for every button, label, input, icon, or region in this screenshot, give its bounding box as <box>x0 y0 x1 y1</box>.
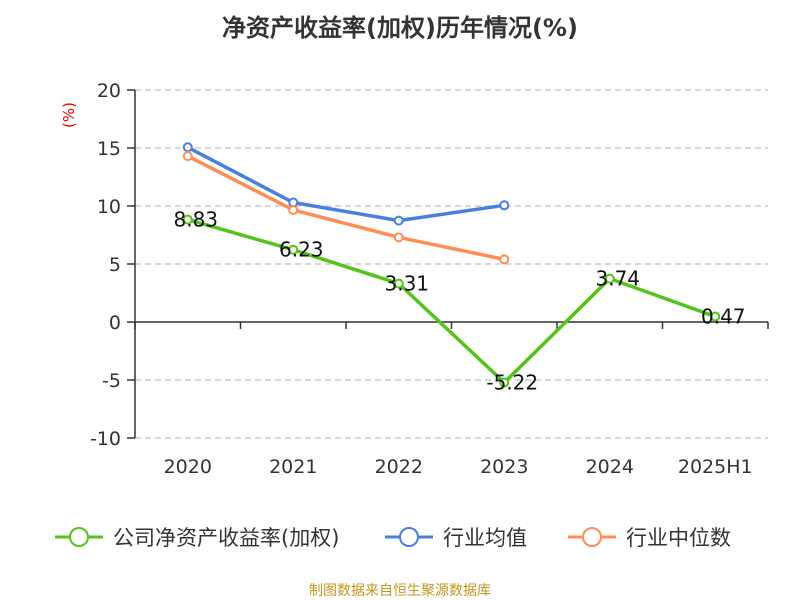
y-tick-label: 20 <box>97 80 121 102</box>
data-label: 8.83 <box>173 208 218 232</box>
legend-marker <box>399 527 419 547</box>
data-point <box>182 214 193 225</box>
data-label: 3.31 <box>384 272 429 296</box>
data-point <box>393 278 404 289</box>
y-tick-label: 10 <box>97 196 121 218</box>
series-line-2 <box>186 154 505 262</box>
source-note: 制图数据来自恒生聚源数据库 <box>309 583 491 599</box>
y-tick-label: 15 <box>97 138 121 160</box>
data-label: 3.74 <box>595 267 640 291</box>
y-tick-label: -10 <box>90 428 121 450</box>
data-point <box>182 151 193 162</box>
x-tick-label: 2024 <box>586 456 634 478</box>
legend-label: 行业中位数 <box>626 526 731 550</box>
data-label: 6.23 <box>279 238 324 262</box>
chart-title: 净资产收益率(加权)历年情况(%) <box>222 14 578 42</box>
legend-marker <box>582 527 602 547</box>
series-line-0 <box>187 217 716 385</box>
x-tick-label: 2020 <box>164 456 212 478</box>
x-tick-label: 2023 <box>480 456 528 478</box>
data-point <box>393 215 404 226</box>
data-label: -5.22 <box>486 371 538 395</box>
series-line-1 <box>186 145 505 223</box>
data-point <box>182 142 193 153</box>
legend-label: 公司净资产收益率(加权) <box>113 526 339 550</box>
data-point <box>288 204 299 215</box>
legend-label: 行业均值 <box>443 526 527 550</box>
y-tick-label: -5 <box>102 370 121 392</box>
x-tick-label: 2022 <box>375 456 423 478</box>
y-tick-label: 0 <box>109 312 121 334</box>
y-tick-label: 5 <box>109 254 121 276</box>
data-label: 0.47 <box>701 305 746 329</box>
data-point <box>288 244 299 255</box>
data-point <box>499 254 510 265</box>
data-point <box>393 232 404 243</box>
data-point <box>710 311 721 322</box>
data-point <box>499 377 510 388</box>
legend-marker <box>69 527 89 547</box>
data-point <box>604 273 615 284</box>
data-point <box>499 200 510 211</box>
x-tick-label: 2021 <box>269 456 317 478</box>
x-tick-label: 2025H1 <box>678 456 753 478</box>
